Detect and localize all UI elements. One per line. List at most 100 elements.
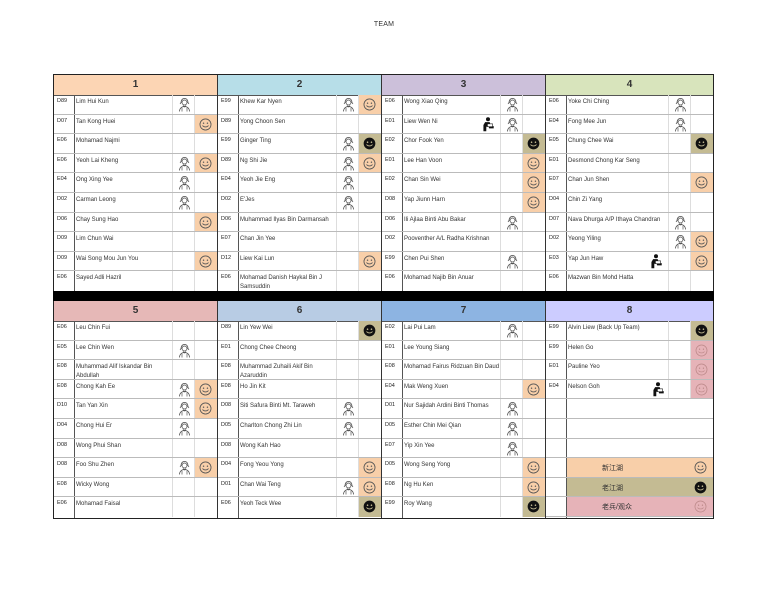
member-name: Chan Jin Yee <box>240 236 276 243</box>
member-list: E06 Yoke Chi Ching E04 Fong Mee Jun E05 Chung… <box>546 95 713 291</box>
member-name: Nelson Goh <box>568 383 600 390</box>
member-row: D04 Chong Hui Er <box>54 418 217 439</box>
member-code: D04 <box>57 421 68 428</box>
member-code: D08 <box>385 195 396 202</box>
gender-cell <box>500 497 523 517</box>
gender-cell <box>668 271 691 291</box>
member-name: Liew Kai Lun <box>240 255 275 262</box>
member-code: E07 <box>549 176 559 183</box>
status-cell <box>358 271 381 291</box>
member-code: D02 <box>549 235 560 242</box>
member-row: E08 Mohamad Fairus Ridzuan Bin Daud <box>382 360 545 380</box>
member-code: E07 <box>385 441 395 448</box>
gender-cell <box>668 192 691 212</box>
status-cell <box>690 379 713 399</box>
member-row: E08 Muhammad Zuhaili Akif Bin Azaruddin <box>218 360 381 380</box>
member-name: Leu Chin Fui <box>76 325 111 331</box>
member-row: D10 Tan Yan Xin <box>54 399 217 419</box>
happy-face-icon <box>199 216 212 229</box>
member-code: D08 <box>57 461 68 468</box>
happy-face-icon <box>527 176 540 189</box>
status-cell <box>358 458 381 477</box>
member-code: E01 <box>385 156 395 163</box>
member-row: E08 Ng Hu Ken <box>382 477 545 498</box>
status-cell <box>690 114 713 134</box>
happy-face-icon <box>695 235 708 248</box>
team-header: 7 <box>382 301 545 322</box>
dark-face-icon <box>695 137 708 150</box>
happy-face-icon <box>199 255 212 268</box>
member-code: E08 <box>221 382 231 389</box>
status-cell <box>522 212 545 232</box>
status-cell <box>522 134 545 153</box>
member-code: D89 <box>221 156 232 163</box>
pale-face-icon <box>694 500 707 513</box>
dark-face-icon <box>527 500 540 513</box>
member-code: E06 <box>221 500 231 507</box>
status-cell <box>358 418 381 438</box>
member-name: Nur Sajidah Ardini Binti Thomas <box>404 403 489 410</box>
member-list: E06 Leu Chin Fui E05 Lee Chin Wen E08 Muhamma… <box>54 321 217 518</box>
member-row: E01 Pauline Yeo <box>546 360 713 380</box>
member-code: D04 <box>221 461 232 468</box>
member-row: E07 Yip Xin Yee <box>382 438 545 459</box>
member-code: D02 <box>221 195 232 202</box>
happy-face-icon <box>527 383 540 396</box>
member-code: E01 <box>385 117 395 124</box>
member-name: Yoke Chi Ching <box>568 99 610 105</box>
column-divider <box>74 321 75 518</box>
member-row: E02 Chan Sin Wei <box>382 173 545 193</box>
gender-cell <box>172 173 195 192</box>
member-name: Ng Hu Ken <box>404 481 434 488</box>
status-cell <box>358 212 381 232</box>
member-name: Yap Jun Haw <box>568 255 604 262</box>
gender-cell <box>172 321 195 340</box>
member-code: E99 <box>385 254 395 261</box>
female-icon <box>506 215 519 230</box>
status-cell <box>522 340 545 360</box>
member-code: D06 <box>57 215 68 222</box>
female-icon <box>178 156 191 171</box>
happy-face-icon <box>363 255 376 268</box>
wheelchair-user-icon <box>481 116 495 133</box>
member-row: D07 Nava Dhurga A/P Ithaya Chandran <box>546 212 713 233</box>
member-name: Siti Safura Binti Mt. Taraweh <box>240 403 316 410</box>
female-icon <box>674 215 687 230</box>
status-cell <box>522 153 545 173</box>
team-board: 1 D89 Lim Hui Kun D07 Tan Kong Huei E06 Mohama… <box>53 74 714 519</box>
status-cell <box>194 95 217 114</box>
status-cell <box>194 399 217 418</box>
team-3: 3 E06 Wong Xiao Qing E01 Liew Wen Ni E02 Chor … <box>382 75 546 291</box>
member-row: E99 Helen Go <box>546 340 713 361</box>
member-name: Wong Phui Shan <box>76 442 121 449</box>
member-name: Nava Dhurga A/P Ithaya Chandran <box>568 216 661 223</box>
gender-cell <box>668 321 691 340</box>
gender-cell <box>172 95 195 114</box>
member-row: E02 Lai Pui Lam <box>382 321 545 341</box>
member-code: E04 <box>221 176 231 183</box>
member-row: D08 Foo Shu Zhen <box>54 458 217 478</box>
gender-cell <box>668 212 691 232</box>
member-row: D08 Wong Kah Hao <box>218 438 381 459</box>
team-4: 4 E06 Yoke Chi Ching E04 Fong Mee Jun E05 Chun… <box>546 75 713 291</box>
member-name: Chong Kah Ee <box>76 383 116 390</box>
member-code: E05 <box>57 343 67 350</box>
member-row: E05 Chung Chee Wai <box>546 134 713 154</box>
team-6: 6 D89 Lin Yew Wei E01 Chong Chee Cheong E08 Mu… <box>218 301 382 518</box>
status-cell <box>194 321 217 340</box>
member-code: E08 <box>385 363 395 370</box>
gender-cell <box>172 134 195 153</box>
status-cell <box>194 134 217 153</box>
member-row: E01 Lee Han Voon <box>382 153 545 174</box>
member-row: E04 Nelson Goh <box>546 379 713 400</box>
member-code: D06 <box>385 215 396 222</box>
member-row: E99 Roy Wang <box>382 497 545 517</box>
status-cell <box>690 95 713 114</box>
status-cell <box>690 271 713 291</box>
gender-cell <box>500 438 523 458</box>
gender-cell <box>336 173 359 192</box>
member-name: Lee Han Voon <box>404 157 443 164</box>
member-name: Chin Zi Yang <box>568 196 603 203</box>
bottom-band: 5 E06 Leu Chin Fui E05 Lee Chin Wen E08 Muhamm… <box>54 301 713 518</box>
gender-cell <box>336 497 359 517</box>
